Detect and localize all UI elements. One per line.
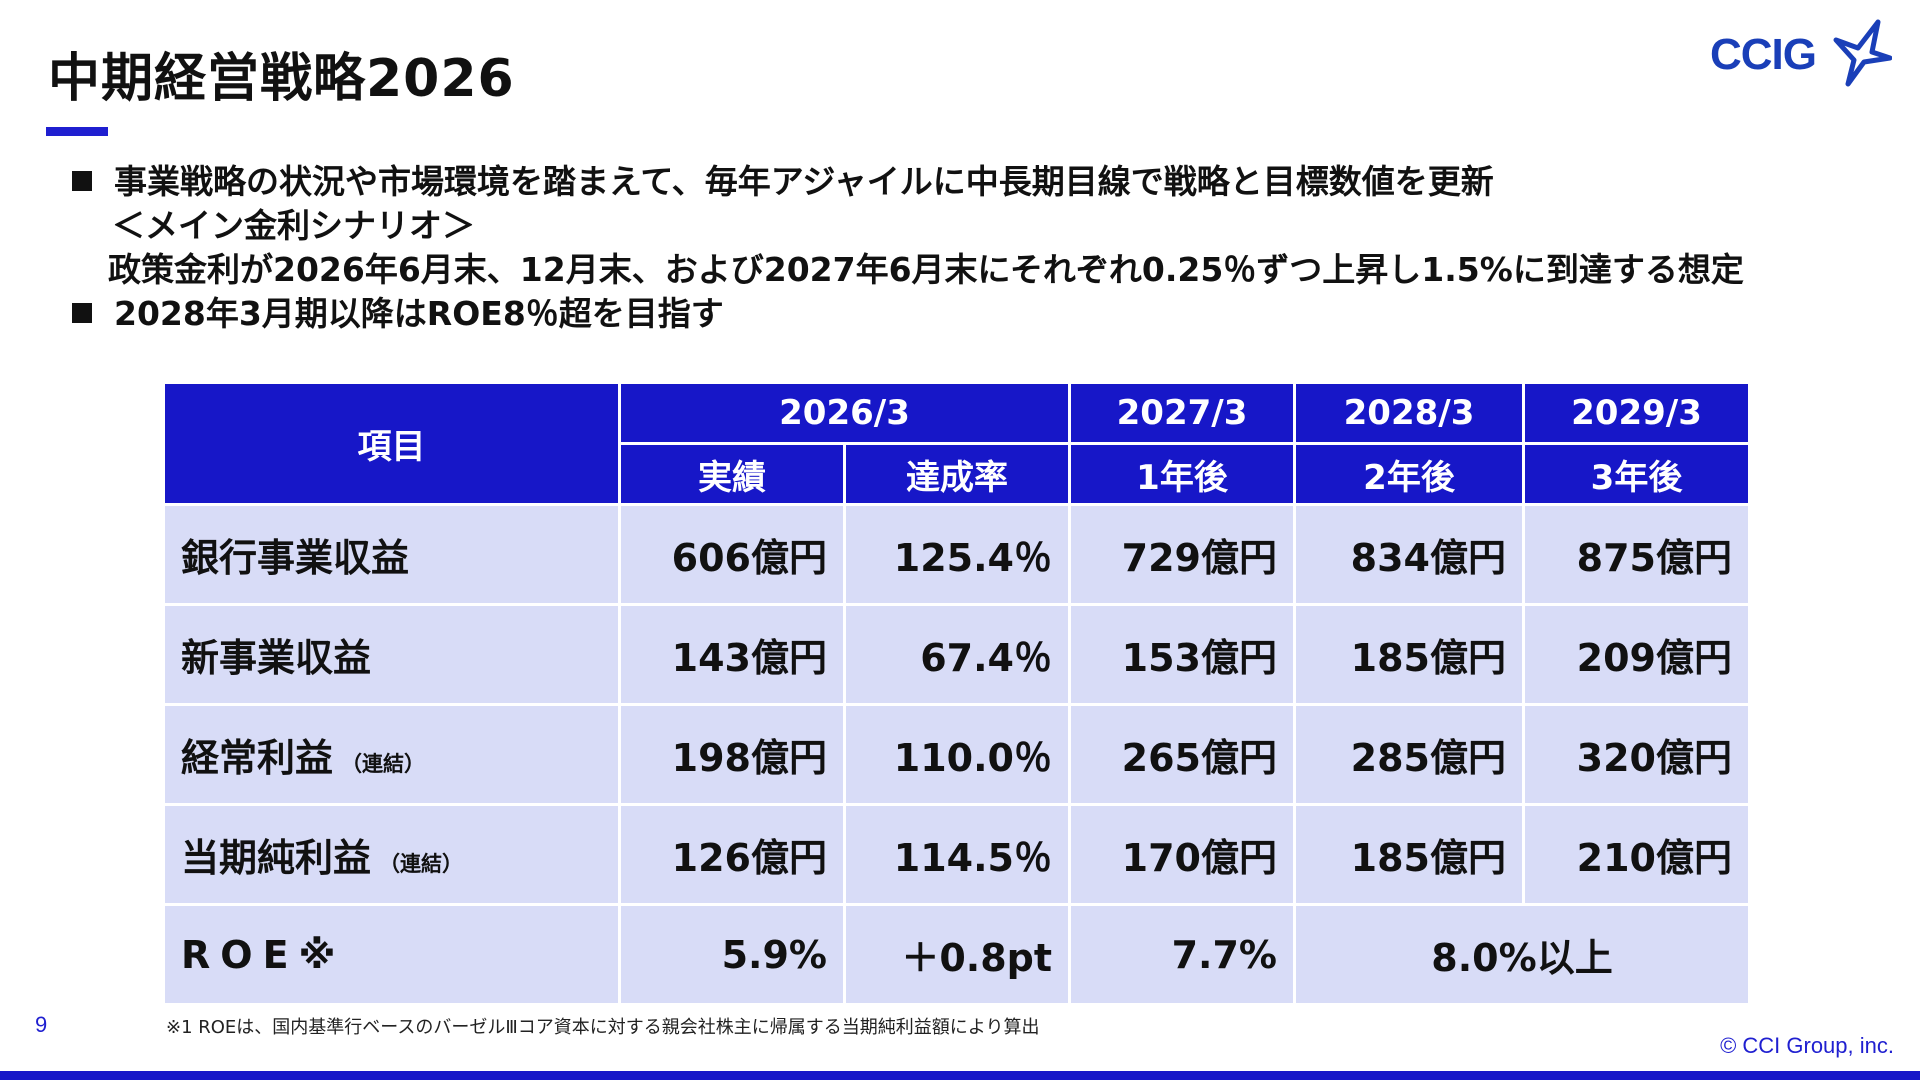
row-label: 経常利益 （連結） (162, 703, 621, 806)
row-label: 当期純利益 （連結） (162, 803, 621, 906)
table-header-row: 項目 2026/3 2027/3 2028/3 2029/3 (162, 381, 1751, 506)
scenario-text: 政策金利が2026年6月末、12月末、および2027年6月末にそれぞれ0.25％… (108, 250, 1744, 289)
cell-year1: 265億円 (1068, 703, 1296, 806)
title-underline (46, 127, 108, 136)
bullet-text: 事業戦略の状況や市場環境を踏まえて、毎年アジャイルに中長期目線で戦略と目標数値を… (114, 162, 1494, 201)
table-subheader-row: 実績 達成率 1年後 2年後 3年後 (164, 442, 1751, 506)
logo-star-icon (1833, 19, 1892, 87)
row-label: ROE※ (162, 903, 621, 1006)
header-period: 2026/3 (618, 381, 1071, 445)
table-row-roe: ROE※ 5.9% ＋0.8pt 7.7% 8.0%以上 (162, 903, 1751, 1006)
header-period: 2028/3 (1293, 381, 1525, 445)
cell-year1: 153億円 (1068, 603, 1296, 706)
cell-actual: 143億円 (618, 603, 846, 706)
subheader: 達成率 (843, 442, 1071, 506)
scenario-heading: ＜メイン金利シナリオ＞ (112, 206, 475, 245)
subheader: 実績 (618, 442, 846, 506)
table-row: 新事業収益 143億円 67.4％ 153億円 185億円 209億円 (162, 603, 1751, 706)
cell-year2: 185億円 (1293, 803, 1525, 906)
cell-year2-3: 8.0%以上 (1293, 903, 1751, 1006)
subheader: 2年後 (1293, 442, 1525, 506)
copyright: © CCI Group, inc. (1720, 1033, 1894, 1058)
page-number: 9 (35, 1012, 48, 1037)
table-row: 当期純利益 （連結） 126億円 114.5％ 170億円 185億円 210億円 (162, 803, 1751, 906)
subheader: 1年後 (1068, 442, 1296, 506)
cell-achievement: ＋0.8pt (843, 903, 1071, 1006)
cell-achievement: 110.0％ (843, 703, 1071, 806)
cell-year1: 729億円 (1068, 503, 1296, 606)
bullet-item: 2028年3月期以降はROE8％超を目指す (72, 292, 724, 336)
cell-year1: 7.7% (1068, 903, 1296, 1006)
table-row: 銀行事業収益 606億円 125.4％ 729億円 834億円 875億円 (162, 503, 1751, 606)
table-row: 経常利益 （連結） 198億円 110.0％ 265億円 285億円 320億円 (162, 703, 1751, 806)
bullet-item: 事業戦略の状況や市場環境を踏まえて、毎年アジャイルに中長期目線で戦略と目標数値を… (72, 160, 1494, 204)
cell-year3: 210億円 (1522, 803, 1751, 906)
header-period: 2029/3 (1522, 381, 1751, 445)
cell-year2: 285億円 (1293, 703, 1525, 806)
cell-actual: 606億円 (618, 503, 846, 606)
cell-year2: 185億円 (1293, 603, 1525, 706)
row-label: 新事業収益 (162, 603, 621, 706)
square-bullet-icon (72, 171, 92, 191)
row-note: （連結） (379, 852, 464, 876)
cell-year3: 209億円 (1522, 603, 1751, 706)
targets-table: 項目 2026/3 2027/3 2028/3 2029/3 実績 達成率 1年… (162, 381, 1751, 1006)
cell-achievement: 67.4％ (843, 603, 1071, 706)
subheader: 3年後 (1522, 442, 1751, 506)
company-logo: CCIG (1710, 18, 1892, 88)
cell-year3: 875億円 (1522, 503, 1751, 606)
header-period: 2027/3 (1068, 381, 1296, 445)
cell-actual: 126億円 (618, 803, 846, 906)
cell-actual: 5.9% (618, 903, 846, 1006)
cell-achievement: 114.5％ (843, 803, 1071, 906)
page-title: 中期経営戦略2026 (48, 49, 515, 109)
bottom-bar (0, 1071, 1920, 1080)
cell-year1: 170億円 (1068, 803, 1296, 906)
row-note: （連結） (341, 752, 426, 776)
cell-year3: 320億円 (1522, 703, 1751, 806)
square-bullet-icon (72, 303, 92, 323)
header-item: 項目 (162, 381, 621, 506)
cell-actual: 198億円 (618, 703, 846, 806)
footnote: ※1 ROEは、国内基準行ベースのバーゼルⅢコア資本に対する親会社株主に帰属する… (166, 1017, 1040, 1038)
row-label: 銀行事業収益 (162, 503, 621, 606)
cell-achievement: 125.4％ (843, 503, 1071, 606)
cell-year2: 834億円 (1293, 503, 1525, 606)
bullet-text: 2028年3月期以降はROE8％超を目指す (114, 294, 724, 333)
logo-text: CCIG (1710, 30, 1817, 79)
